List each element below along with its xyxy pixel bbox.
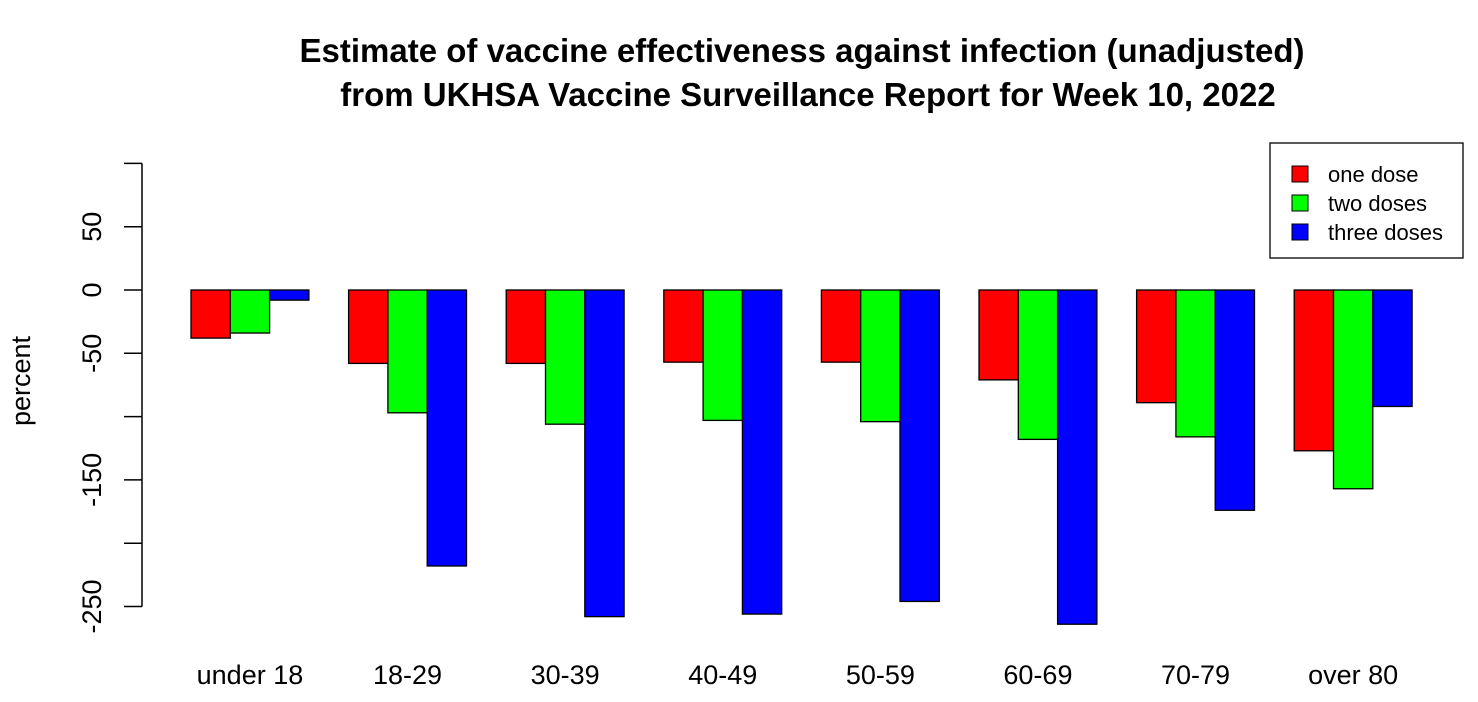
bar (1214, 289, 1256, 511)
legend: one dose two doses three doses (1269, 142, 1464, 259)
y-axis-tick-label: -50 (77, 334, 107, 373)
y-axis-tick-label: 0 (77, 282, 107, 297)
x-axis-tick-label: 30-39 (531, 660, 600, 690)
legend-swatch (1291, 194, 1309, 212)
bar (1056, 289, 1098, 625)
legend-entry-label: one dose (1328, 162, 1419, 187)
bar (347, 289, 389, 365)
bar (1175, 289, 1216, 438)
bar (860, 289, 901, 423)
bar (1135, 289, 1177, 404)
x-axis-tick-labels: under 18 18-29 30-39 40-49 50-59 60-69 70-79 ov… (197, 660, 1399, 690)
x-axis-tick-label: 18-29 (373, 660, 442, 690)
x-axis-tick-label: 70-79 (1161, 660, 1230, 690)
x-axis-tick-label: 40-49 (688, 660, 757, 690)
chart-title-line-1: Estimate of vaccine effectiveness agains… (300, 32, 1305, 69)
bar (741, 289, 783, 615)
bar (190, 289, 231, 339)
legend-entry-label: two doses (1328, 191, 1427, 216)
y-axis-label: percent (6, 335, 36, 426)
bar (1293, 289, 1335, 452)
bar (663, 289, 704, 363)
y-axis-tick-label: 50 (77, 212, 107, 242)
bar (1017, 289, 1059, 441)
x-axis-tick-label: under 18 (197, 660, 304, 690)
bar (268, 289, 310, 301)
bar (426, 289, 468, 567)
y-axis-tick-label: -250 (77, 579, 107, 633)
legend-entry-label: three doses (1328, 220, 1443, 245)
bar (1372, 289, 1413, 408)
bar (584, 289, 625, 618)
bar (899, 289, 940, 603)
bar (505, 289, 547, 365)
legend-swatch (1291, 223, 1309, 241)
bars-group (190, 289, 1413, 625)
x-axis-tick-label: 50-59 (846, 660, 915, 690)
bar (978, 289, 1019, 381)
bar (1332, 289, 1374, 490)
y-axis: 50 0 -50 -150 -250 (77, 162, 143, 634)
chart-title-line-2: from UKHSA Vaccine Surveillance Report f… (340, 76, 1275, 113)
y-axis-tick-label: -150 (77, 453, 107, 507)
bar (387, 289, 428, 414)
x-axis-tick-label: 60-69 (1003, 660, 1072, 690)
bar (702, 289, 744, 422)
chart-title: Estimate of vaccine effectiveness agains… (300, 32, 1305, 113)
bar (820, 289, 862, 363)
legend-swatch (1291, 165, 1309, 183)
bar (544, 289, 586, 425)
bar (229, 289, 271, 334)
x-axis-tick-label: over 80 (1308, 660, 1398, 690)
